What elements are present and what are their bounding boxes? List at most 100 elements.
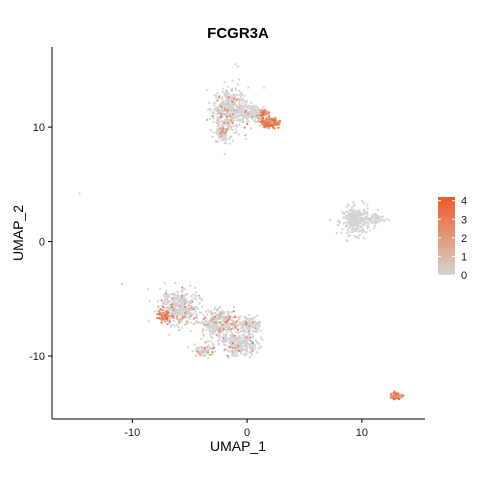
cell-point xyxy=(225,324,228,327)
cell-point xyxy=(160,299,163,302)
cell-point xyxy=(232,310,235,313)
cell-point xyxy=(345,210,348,213)
cell-point xyxy=(213,315,217,318)
cell-point xyxy=(186,293,189,296)
cell-point xyxy=(390,396,393,399)
cell-point xyxy=(251,349,254,352)
cell-point xyxy=(357,236,360,240)
cell-point xyxy=(224,336,227,340)
cell-point xyxy=(169,326,172,329)
cell-point xyxy=(243,345,246,348)
cell-point xyxy=(353,203,356,206)
cell-point xyxy=(172,308,175,311)
cell-point xyxy=(209,316,212,319)
cell-point xyxy=(225,333,228,336)
cell-point xyxy=(232,103,235,106)
cell-point xyxy=(270,124,273,127)
cell-point xyxy=(165,289,168,292)
cell-point xyxy=(375,215,378,218)
cell-point xyxy=(254,104,257,107)
cell-point xyxy=(214,311,217,314)
cell-point xyxy=(236,108,240,112)
cell-point xyxy=(224,101,228,105)
cell-point xyxy=(225,127,228,130)
cell-point xyxy=(219,105,222,108)
cell-point xyxy=(346,222,349,225)
cell-point xyxy=(168,307,172,311)
cell-point xyxy=(164,292,167,295)
cell-point xyxy=(346,231,349,235)
cell-point xyxy=(354,215,357,218)
cell-point xyxy=(223,121,226,124)
cell-point xyxy=(253,320,256,323)
cell-point xyxy=(220,97,224,100)
cell-point xyxy=(231,113,234,116)
cell-point xyxy=(240,345,243,349)
cell-point xyxy=(265,111,268,114)
cell-point xyxy=(227,311,230,314)
cell-point xyxy=(222,87,225,90)
cell-point xyxy=(202,318,205,321)
cell-point xyxy=(163,316,166,319)
cell-point xyxy=(218,305,222,308)
cell-point xyxy=(242,330,245,333)
cell-point xyxy=(238,94,241,97)
cell-point xyxy=(236,105,239,108)
cell-point xyxy=(229,108,232,112)
cell-point xyxy=(189,314,192,317)
cell-point xyxy=(220,115,223,118)
cell-point xyxy=(224,99,228,102)
cell-point xyxy=(176,291,179,294)
cell-point xyxy=(173,312,177,315)
cell-point xyxy=(237,345,240,348)
cell-point xyxy=(187,316,190,319)
cell-point xyxy=(342,222,345,225)
cell-point xyxy=(238,105,241,108)
cell-point xyxy=(376,219,379,222)
cell-point xyxy=(164,295,167,298)
cell-point xyxy=(260,345,263,348)
cell-point xyxy=(216,339,219,342)
cell-point xyxy=(148,300,151,303)
cell-point xyxy=(375,221,378,224)
cell-point xyxy=(210,128,213,132)
cell-point xyxy=(219,127,222,130)
cell-point xyxy=(237,323,240,326)
cell-point xyxy=(237,97,240,100)
cell-point xyxy=(247,314,250,317)
cell-point xyxy=(204,310,207,313)
cell-point xyxy=(222,343,225,346)
cell-point xyxy=(243,328,246,331)
cell-point xyxy=(258,117,261,120)
cell-point xyxy=(215,112,218,115)
cell-point xyxy=(212,112,215,115)
cell-point xyxy=(218,136,221,140)
cell-point xyxy=(240,351,243,354)
cell-point xyxy=(187,300,190,303)
cell-point xyxy=(238,118,241,121)
cell-point xyxy=(202,328,205,331)
cell-point xyxy=(222,337,225,340)
cell-point xyxy=(260,109,263,112)
cell-point xyxy=(230,102,233,105)
cell-point xyxy=(238,347,241,350)
cell-point xyxy=(211,342,214,345)
cell-point xyxy=(228,315,231,319)
cell-point xyxy=(233,119,236,122)
cell-point xyxy=(256,107,259,110)
cell-point xyxy=(344,216,347,220)
legend-tick-label: 0 xyxy=(461,270,467,282)
cell-point xyxy=(192,317,195,320)
cell-point xyxy=(210,319,213,322)
cell-point xyxy=(192,293,195,296)
cell-point xyxy=(212,344,215,347)
cell-point xyxy=(216,313,219,316)
cell-point xyxy=(188,307,191,310)
cell-point xyxy=(166,297,169,300)
cell-point xyxy=(158,317,161,320)
cell-point xyxy=(212,108,216,111)
cell-point xyxy=(213,350,217,353)
cell-point xyxy=(254,330,257,333)
y-tick-label: -10 xyxy=(29,351,45,363)
cell-point xyxy=(219,132,222,135)
